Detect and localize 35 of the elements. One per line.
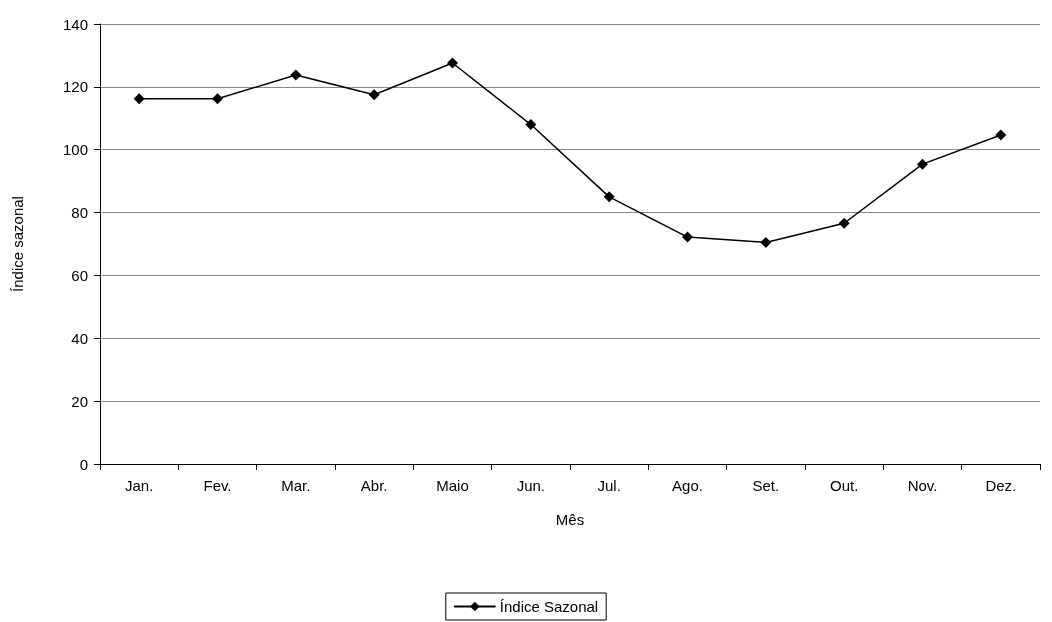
x-tick-label: Fev. [203,477,232,494]
x-tick-label: Mar. [281,477,311,494]
point [290,69,302,81]
x-tick-label: Dez. [985,477,1017,494]
x-tick-label: Jun. [516,477,546,494]
y-tick-label: 0 [79,455,88,473]
point [682,231,693,243]
point [995,129,1007,141]
x-tick-label: Ago. [672,477,703,494]
point [917,158,928,170]
y-tick-label: 140 [62,15,88,33]
point [760,236,772,248]
y-tick-label: 100 [62,141,88,159]
y-tick-label: 40 [71,329,88,347]
x-tick-label: Out. [829,477,859,494]
y-tick-label: 20 [71,392,88,410]
point [133,93,145,105]
y-axis-title: Índice sazonal [9,196,26,292]
y-tick-label: 120 [62,78,88,96]
x-tick-label: Jul. [597,477,621,494]
y-tick-label: 60 [71,266,88,284]
x-tick-label: Set. [752,477,780,494]
point [603,191,615,203]
y-tick-label: 80 [71,204,88,222]
point [447,57,458,69]
point [368,89,380,101]
x-tick-label: Nov. [907,477,938,494]
x-tick-label: Abr. [360,477,388,494]
point [212,93,223,105]
legend-label: Índice Sazonal [499,598,599,615]
x-axis-title: Mês [555,511,585,528]
point [525,119,537,131]
x-tick-label: Maio [436,477,469,494]
point [838,217,850,229]
x-tick-label: Jan. [124,477,154,494]
